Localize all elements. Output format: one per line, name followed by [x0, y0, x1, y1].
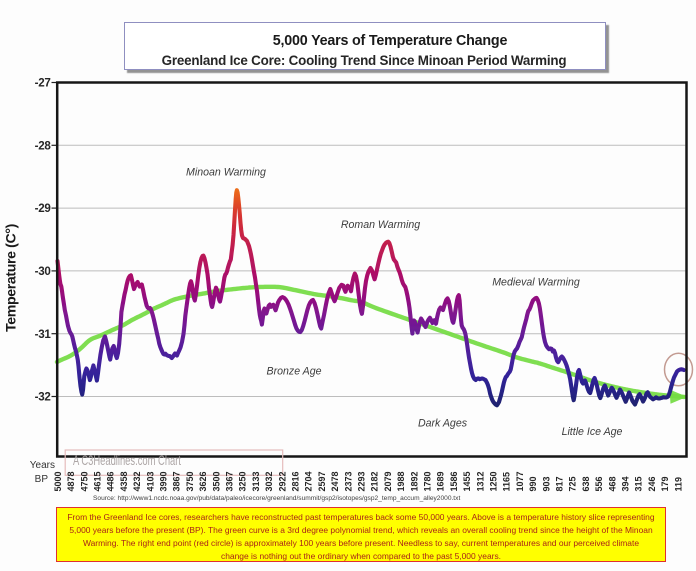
svg-text:2597: 2597	[317, 471, 327, 491]
svg-text:2373: 2373	[343, 471, 353, 491]
svg-text:1892: 1892	[409, 471, 419, 491]
svg-text:3133: 3133	[251, 471, 261, 491]
svg-text:1780: 1780	[423, 471, 433, 491]
svg-text:3626: 3626	[198, 471, 208, 491]
svg-text:1312: 1312	[475, 471, 485, 491]
svg-text:119: 119	[673, 477, 683, 492]
svg-text:4358: 4358	[119, 471, 129, 491]
svg-text:-28: -28	[35, 139, 52, 152]
svg-text:246: 246	[647, 476, 657, 491]
svg-text:556: 556	[594, 476, 604, 491]
svg-text:2293: 2293	[357, 471, 367, 491]
svg-text:2704: 2704	[304, 471, 314, 491]
svg-text:1988: 1988	[396, 471, 406, 491]
svg-text:-30: -30	[35, 265, 51, 278]
svg-text:3032: 3032	[264, 471, 274, 491]
svg-text:2079: 2079	[383, 471, 393, 491]
svg-text:725: 725	[568, 476, 578, 491]
svg-text:2816: 2816	[291, 471, 301, 491]
svg-text:4878: 4878	[66, 471, 76, 491]
svg-text:1586: 1586	[449, 471, 459, 491]
svg-text:638: 638	[581, 476, 591, 491]
svg-text:4103: 4103	[145, 471, 155, 491]
svg-text:3500: 3500	[211, 471, 221, 491]
svg-text:4615: 4615	[93, 471, 103, 491]
svg-text:1077: 1077	[515, 471, 525, 491]
svg-text:Minoan Warming: Minoan Warming	[186, 167, 266, 179]
svg-text:394: 394	[621, 476, 631, 491]
svg-text:3990: 3990	[159, 471, 169, 491]
svg-text:4232: 4232	[132, 471, 142, 491]
svg-text:-27: -27	[35, 77, 51, 90]
svg-text:468: 468	[607, 476, 617, 491]
svg-text:1455: 1455	[462, 471, 472, 491]
svg-text:2182: 2182	[370, 471, 380, 491]
svg-text:Years: Years	[30, 460, 55, 471]
svg-text:-31: -31	[35, 328, 52, 341]
svg-text:-32: -32	[35, 391, 51, 404]
svg-text:BP: BP	[35, 474, 49, 485]
svg-text:Dark Ages: Dark Ages	[418, 418, 468, 430]
svg-text:3250: 3250	[238, 471, 248, 491]
svg-text:Source: http://www1.ncdc.noaa.: Source: http://www1.ncdc.noaa.gov/pub/da…	[93, 495, 460, 502]
svg-text:Medieval Warming: Medieval Warming	[492, 277, 580, 289]
svg-text:1165: 1165	[502, 472, 512, 492]
svg-text:2922: 2922	[277, 471, 287, 491]
svg-text:1250: 1250	[489, 471, 499, 491]
svg-text:990: 990	[528, 476, 538, 491]
svg-text:817: 817	[555, 476, 565, 491]
svg-text:Bronze Age: Bronze Age	[267, 366, 322, 378]
svg-text:4486: 4486	[106, 471, 116, 491]
svg-text:3367: 3367	[225, 471, 235, 491]
svg-text:-29: -29	[35, 202, 52, 215]
svg-text:4750: 4750	[79, 471, 89, 491]
svg-text:3750: 3750	[185, 471, 195, 491]
svg-text:A C3Headlines.com Chart: A C3Headlines.com Chart	[73, 453, 181, 468]
svg-text:Roman Warming: Roman Warming	[341, 219, 420, 231]
svg-text:5000: 5000	[53, 471, 63, 491]
svg-text:315: 315	[634, 476, 644, 491]
svg-text:Temperature (C°): Temperature (C°)	[4, 223, 20, 331]
svg-text:179: 179	[660, 476, 670, 491]
svg-text:903: 903	[541, 476, 551, 491]
svg-text:3867: 3867	[172, 471, 182, 491]
svg-text:2478: 2478	[330, 471, 340, 491]
svg-text:Little Ice Age: Little Ice Age	[562, 426, 623, 438]
svg-text:1689: 1689	[436, 471, 446, 491]
